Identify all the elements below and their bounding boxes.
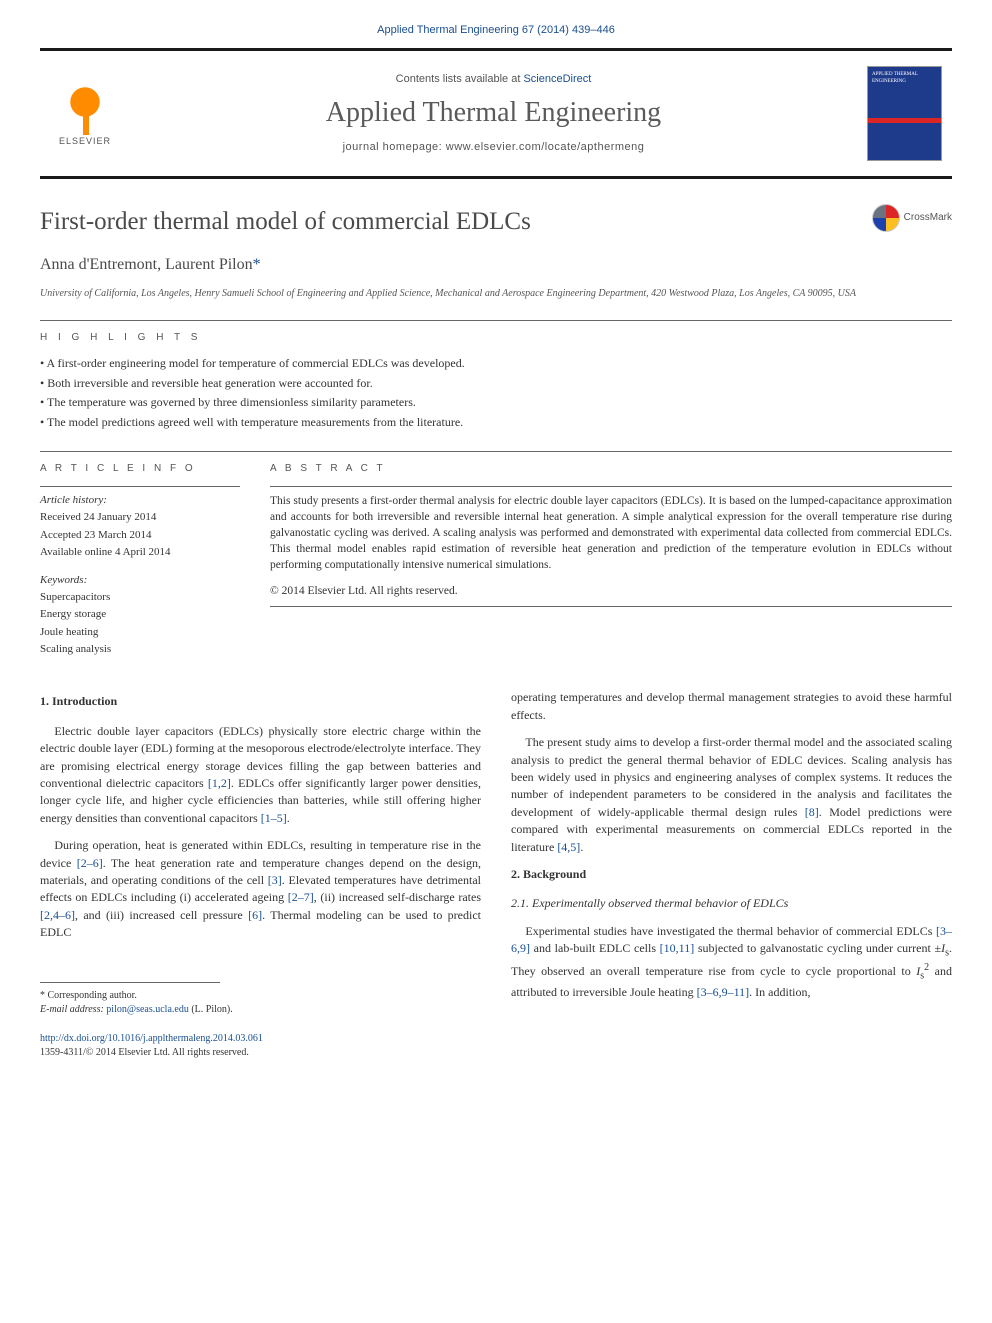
history-label: Article history: — [40, 493, 240, 508]
author-names: Anna d'Entremont, Laurent Pilon — [40, 256, 253, 273]
crossmark-icon — [872, 204, 900, 232]
sciencedirect-link[interactable]: ScienceDirect — [523, 73, 591, 85]
body-paragraph: During operation, heat is generated with… — [40, 837, 481, 941]
section-heading-intro: 1. Introduction — [40, 693, 481, 710]
online-date: Available online 4 April 2014 — [40, 545, 240, 560]
journal-title: Applied Thermal Engineering — [140, 93, 847, 132]
divider — [270, 486, 952, 487]
section-heading-background: 2. Background — [511, 866, 952, 883]
email-link[interactable]: pilon@seas.ucla.edu — [106, 1004, 189, 1015]
email-label: E-mail address: — [40, 1004, 106, 1015]
keyword: Joule heating — [40, 625, 240, 640]
highlights-list: A first-order engineering model for temp… — [40, 355, 952, 431]
subsection-heading: 2.1. Experimentally observed thermal beh… — [511, 895, 952, 912]
article-info-panel: A R T I C L E I N F O Article history: R… — [40, 462, 240, 660]
body-paragraph: operating temperatures and develop therm… — [511, 689, 952, 724]
crossmark-label: CrossMark — [904, 211, 952, 225]
divider — [270, 606, 952, 607]
divider — [40, 486, 240, 487]
elsevier-label: ELSEVIER — [59, 135, 111, 148]
keyword: Energy storage — [40, 607, 240, 622]
cover-title: APPLIED THERMAL ENGINEERING — [872, 71, 937, 85]
abstract-panel: A B S T R A C T This study presents a fi… — [270, 462, 952, 660]
body-column-left: 1. Introduction Electric double layer ca… — [40, 689, 481, 1060]
affiliation: University of California, Los Angeles, H… — [40, 287, 952, 300]
journal-cover-thumbnail: APPLIED THERMAL ENGINEERING — [867, 66, 942, 161]
body-paragraph: Electric double layer capacitors (EDLCs)… — [40, 723, 481, 827]
journal-header: ELSEVIER Contents lists available at Sci… — [40, 48, 952, 179]
highlight-item: Both irreversible and reversible heat ge… — [40, 375, 952, 392]
contents-prefix: Contents lists available at — [396, 73, 524, 85]
highlight-item: The temperature was governed by three di… — [40, 394, 952, 411]
article-info-label: A R T I C L E I N F O — [40, 462, 240, 476]
divider — [40, 320, 952, 321]
keywords-label: Keywords: — [40, 573, 240, 588]
accepted-date: Accepted 23 March 2014 — [40, 528, 240, 543]
email-suffix: (L. Pilon). — [189, 1004, 233, 1015]
highlight-item: A first-order engineering model for temp… — [40, 355, 952, 372]
corresponding-author-footnote: * Corresponding author. E-mail address: … — [40, 989, 481, 1018]
divider — [40, 451, 952, 452]
received-date: Received 24 January 2014 — [40, 510, 240, 525]
abstract-copyright: © 2014 Elsevier Ltd. All rights reserved… — [270, 583, 952, 599]
corr-label: * Corresponding author. — [40, 989, 481, 1004]
body-paragraph: The present study aims to develop a firs… — [511, 734, 952, 856]
keyword: Scaling analysis — [40, 642, 240, 657]
homepage-line: journal homepage: www.elsevier.com/locat… — [140, 140, 847, 155]
journal-reference: Applied Thermal Engineering 67 (2014) 43… — [377, 24, 615, 36]
doi-link[interactable]: http://dx.doi.org/10.1016/j.applthermale… — [40, 1032, 481, 1047]
homepage-url[interactable]: www.elsevier.com/locate/apthermeng — [446, 141, 645, 153]
abstract-text: This study presents a first-order therma… — [270, 493, 952, 573]
homepage-prefix: journal homepage: — [343, 141, 446, 153]
crossmark-badge[interactable]: CrossMark — [872, 204, 952, 232]
elsevier-logo[interactable]: ELSEVIER — [50, 74, 120, 154]
body-column-right: operating temperatures and develop therm… — [511, 689, 952, 1060]
issn-copyright-line: 1359-4311/© 2014 Elsevier Ltd. All right… — [40, 1046, 481, 1061]
footnote-separator — [40, 982, 220, 989]
abstract-label: A B S T R A C T — [270, 462, 952, 476]
keyword: Supercapacitors — [40, 590, 240, 605]
corresponding-marker: * — [253, 256, 261, 273]
body-paragraph: Experimental studies have investigated t… — [511, 923, 952, 1002]
contents-available-line: Contents lists available at ScienceDirec… — [140, 72, 847, 87]
elsevier-tree-icon — [60, 80, 110, 135]
highlight-item: The model predictions agreed well with t… — [40, 414, 952, 431]
highlights-label: H I G H L I G H T S — [40, 331, 952, 345]
authors-line: Anna d'Entremont, Laurent Pilon* — [40, 254, 952, 276]
article-title: First-order thermal model of commercial … — [40, 204, 952, 239]
